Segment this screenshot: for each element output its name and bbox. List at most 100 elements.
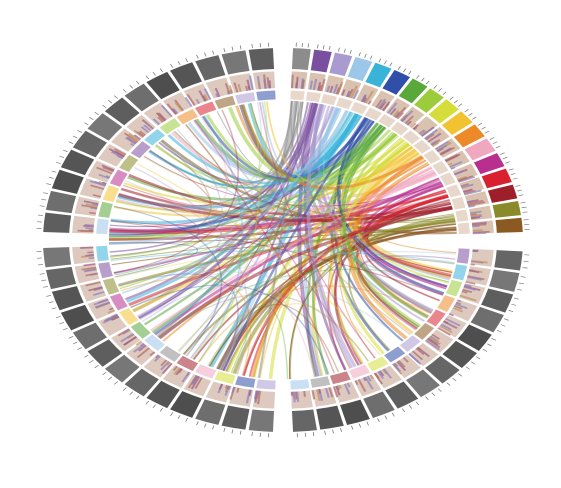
tick-mark xyxy=(185,58,188,63)
histogram-bar xyxy=(125,137,137,145)
tick-mark xyxy=(510,173,516,176)
histogram-bar xyxy=(116,154,124,160)
histogram-bar xyxy=(198,90,207,102)
outer-segment xyxy=(414,88,444,113)
tick-mark xyxy=(84,354,89,358)
ribbon xyxy=(127,251,457,304)
histogram-ring xyxy=(340,79,362,99)
histogram-bar xyxy=(470,263,476,266)
tick-mark xyxy=(369,55,373,60)
outer-segment xyxy=(441,111,473,136)
outer-segment xyxy=(45,266,77,290)
tick-mark xyxy=(508,309,514,312)
histogram-bar xyxy=(467,202,474,205)
tick-mark xyxy=(458,103,463,107)
tick-mark xyxy=(145,75,150,80)
outer-segment xyxy=(72,322,108,350)
histogram-bar xyxy=(83,263,96,267)
outer-segment xyxy=(329,52,353,77)
ribbon xyxy=(139,285,224,352)
histogram-bar xyxy=(350,85,358,99)
outer-segment xyxy=(489,269,520,292)
inner-band xyxy=(336,97,353,110)
tick-mark xyxy=(55,161,61,164)
histogram-bar xyxy=(256,390,262,405)
histogram-bar xyxy=(467,201,486,207)
histogram-bar xyxy=(231,386,236,394)
histogram-bar xyxy=(432,142,440,148)
tick-mark xyxy=(177,61,181,65)
histogram-bar xyxy=(343,383,351,395)
tick-mark xyxy=(364,53,367,58)
histogram-bar xyxy=(92,203,99,206)
outer-segment xyxy=(104,354,140,383)
histogram-bar xyxy=(191,375,199,386)
ribbon xyxy=(184,124,335,374)
tick-mark xyxy=(351,425,354,430)
ribbon xyxy=(110,250,455,264)
histogram-bar xyxy=(149,351,156,357)
inner-band xyxy=(402,130,421,145)
tick-mark xyxy=(408,70,412,75)
ribbon xyxy=(109,116,229,230)
histogram-bar xyxy=(332,386,339,398)
ribbon xyxy=(149,172,437,332)
histogram-bar xyxy=(426,338,441,349)
ribbon xyxy=(155,124,229,189)
outer-segment xyxy=(453,124,485,148)
histogram-bar xyxy=(402,357,409,363)
histogram-bar xyxy=(292,391,296,403)
outer-segment xyxy=(146,71,180,100)
ribbon xyxy=(109,241,199,278)
histogram-bar xyxy=(430,140,438,146)
tick-mark xyxy=(94,111,99,115)
histogram-bar xyxy=(303,390,306,397)
inner-band xyxy=(102,277,120,295)
outer-segment xyxy=(124,368,159,397)
ribbon xyxy=(215,227,457,370)
histogram-bar xyxy=(101,164,115,172)
tick-mark xyxy=(437,388,442,392)
outer-segment xyxy=(340,399,370,426)
tick-mark xyxy=(415,401,420,406)
tick-mark xyxy=(500,324,506,327)
tick-mark xyxy=(196,421,199,426)
inner-band xyxy=(390,121,409,136)
tick-mark xyxy=(522,267,528,269)
histogram-bar xyxy=(354,380,359,385)
inner-band xyxy=(195,101,217,116)
histogram-bar xyxy=(425,133,435,141)
histogram-bar xyxy=(96,166,113,175)
histogram-bar xyxy=(401,110,414,122)
histogram-bar xyxy=(316,389,321,401)
histogram-bar xyxy=(418,129,426,135)
histogram-bar xyxy=(317,82,322,91)
inner-band xyxy=(348,364,371,379)
histogram-bar xyxy=(133,343,146,353)
ribbons xyxy=(108,100,457,380)
outer-segment xyxy=(291,48,311,70)
ribbon xyxy=(198,115,244,363)
outer-segment xyxy=(146,380,180,409)
histogram-bar xyxy=(328,387,334,398)
inner-band xyxy=(235,92,256,104)
tick-mark xyxy=(487,343,492,347)
histogram-bar xyxy=(468,269,480,274)
tick-mark xyxy=(43,286,49,288)
tick-mark xyxy=(389,62,393,67)
histogram-bar xyxy=(470,216,476,220)
inner-band xyxy=(256,379,276,390)
histogram-bar xyxy=(186,93,196,106)
tick-mark xyxy=(377,418,380,423)
outer-segment xyxy=(195,399,226,425)
outer-segment xyxy=(406,369,440,398)
histogram-bar xyxy=(88,256,95,260)
ribbon xyxy=(160,140,444,295)
ribbon xyxy=(113,205,223,357)
tick-mark xyxy=(37,214,43,216)
outer-segment xyxy=(221,405,250,430)
histogram-bar xyxy=(396,361,407,372)
histogram-bar xyxy=(434,140,450,150)
tick-mark xyxy=(145,400,150,405)
ribbon xyxy=(157,268,450,338)
